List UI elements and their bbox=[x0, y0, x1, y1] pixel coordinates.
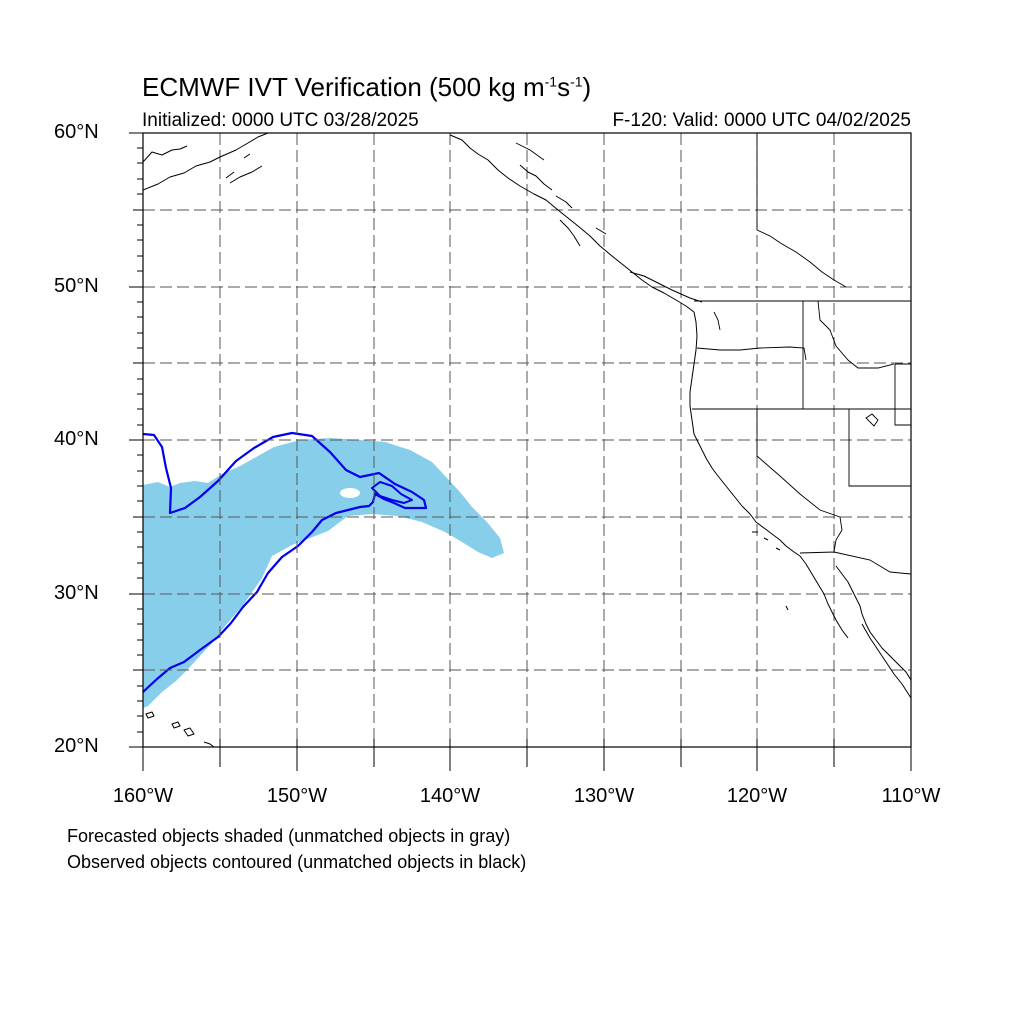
lat-label-30n: 30°N bbox=[54, 582, 99, 604]
lon-label-110w: 110°W bbox=[881, 785, 941, 807]
lat-label-50n: 50°N bbox=[54, 275, 99, 297]
lon-label-130w: 130°W bbox=[573, 785, 635, 807]
footnote-forecast: Forecasted objects shaded (unmatched obj… bbox=[67, 826, 511, 846]
lon-label-160w: 160°W bbox=[112, 785, 174, 807]
axis-ticks bbox=[129, 132, 912, 771]
coastlines bbox=[143, 133, 911, 747]
observed-ivt-contour bbox=[143, 431, 428, 693]
political-boundaries bbox=[515, 133, 911, 575]
valid-time-label: F-120: Valid: 0000 UTC 04/02/2025 bbox=[612, 110, 911, 131]
lat-label-40n: 40°N bbox=[54, 428, 99, 450]
map-title: ECMWF IVT Verification (500 kg m-1s-1) bbox=[142, 72, 592, 102]
graticule bbox=[143, 133, 911, 747]
lat-label-60n: 60°N bbox=[54, 121, 99, 143]
forecast-object-hole bbox=[340, 488, 360, 498]
lon-label-120w: 120°W bbox=[726, 785, 788, 807]
init-time-label: Initialized: 0000 UTC 03/28/2025 bbox=[142, 110, 419, 131]
lon-label-150w: 150°W bbox=[266, 785, 328, 807]
footnote-observed: Observed objects contoured (unmatched ob… bbox=[67, 852, 527, 872]
forecast-ivt-object bbox=[143, 438, 504, 708]
lat-label-20n: 20°N bbox=[54, 735, 99, 757]
observed-contour-lobe bbox=[371, 481, 413, 504]
lon-label-140w: 140°W bbox=[419, 785, 481, 807]
